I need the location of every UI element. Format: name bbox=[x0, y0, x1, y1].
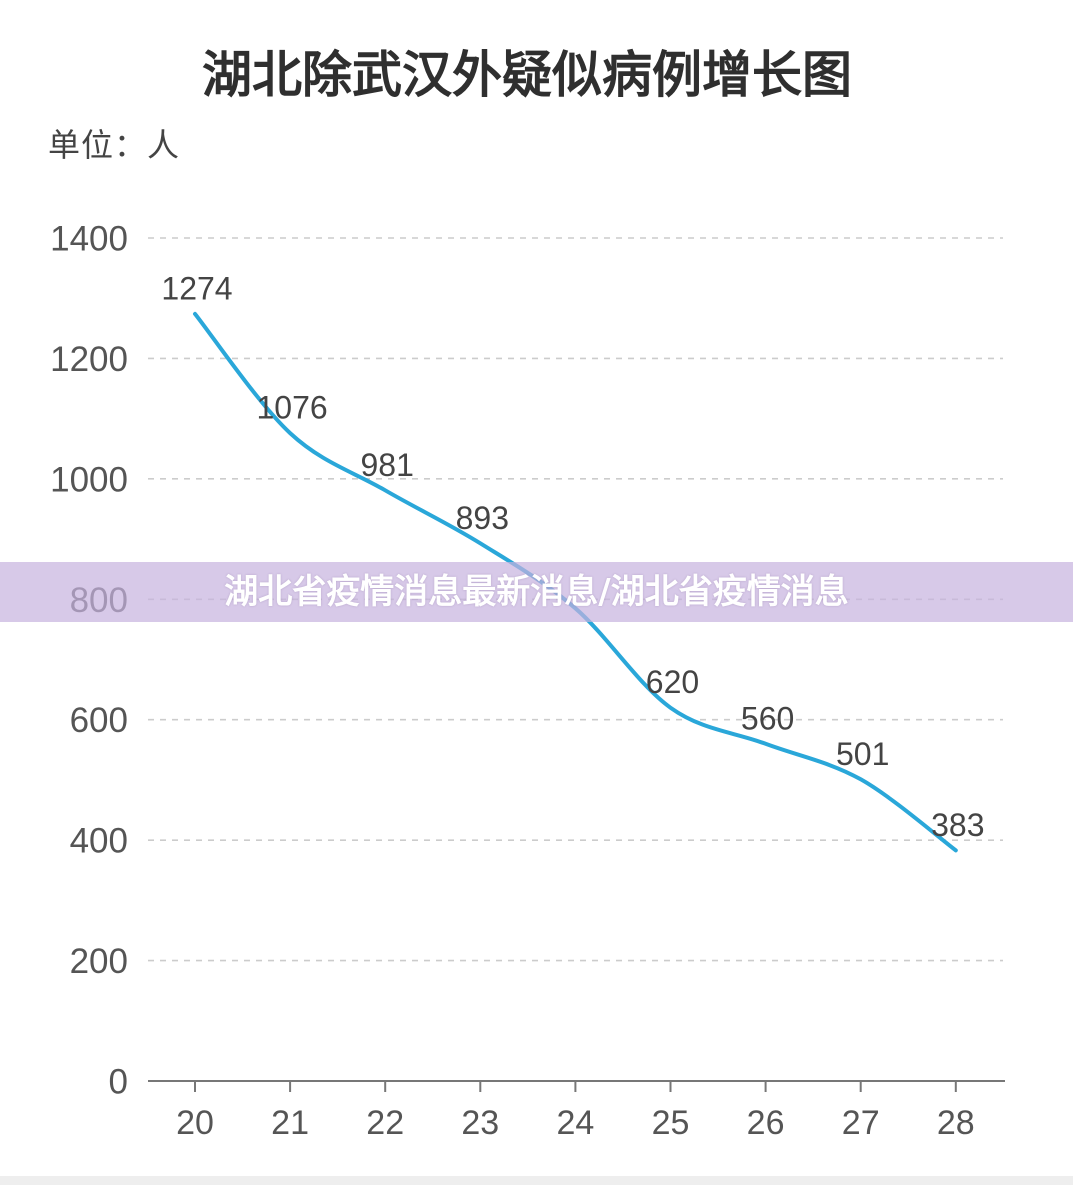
x-axis bbox=[148, 1080, 1005, 1092]
data-label: 560 bbox=[741, 700, 794, 736]
x-tick-label: 20 bbox=[176, 1104, 214, 1142]
data-labels: 1274 1076 981 893 620 560 501 383 bbox=[161, 270, 984, 843]
x-tick-label: 28 bbox=[937, 1104, 975, 1142]
y-tick-label: 1000 bbox=[50, 460, 128, 499]
x-tick-label: 26 bbox=[747, 1104, 785, 1142]
x-tick-label: 24 bbox=[556, 1104, 594, 1142]
data-label: 893 bbox=[456, 500, 509, 536]
x-tick-label: 21 bbox=[271, 1104, 309, 1142]
overlay-banner: 湖北省疫情消息最新消息/湖北省疫情消息 bbox=[0, 562, 1073, 622]
data-label: 383 bbox=[931, 807, 984, 843]
data-label: 981 bbox=[361, 447, 414, 483]
y-tick-label: 1200 bbox=[50, 340, 128, 379]
x-tick-label: 23 bbox=[461, 1104, 499, 1142]
y-tick-label: 400 bbox=[70, 822, 128, 861]
data-label: 1274 bbox=[161, 270, 232, 306]
chart-title: 湖北除武汉外疑似病例增长图 bbox=[202, 46, 852, 104]
x-tick-label: 27 bbox=[842, 1104, 880, 1142]
data-label: 501 bbox=[836, 736, 889, 772]
data-label: 1076 bbox=[257, 390, 328, 426]
y-axis-tick-labels: 0200400600800100012001400 bbox=[50, 220, 128, 1102]
x-tick-label: 25 bbox=[652, 1104, 690, 1142]
y-tick-label: 600 bbox=[70, 701, 128, 740]
x-tick-label: 22 bbox=[366, 1104, 404, 1142]
unit-label: 单位：人 bbox=[48, 126, 181, 164]
data-label: 620 bbox=[646, 664, 699, 700]
y-tick-label: 0 bbox=[109, 1063, 128, 1102]
x-axis-tick-labels: 20 21 22 23 24 25 26 27 28 bbox=[176, 1104, 975, 1142]
y-tick-label: 1400 bbox=[50, 220, 128, 259]
banner-text: 湖北省疫情消息最新消息/湖北省疫情消息 bbox=[224, 572, 849, 612]
y-tick-label: 200 bbox=[70, 942, 128, 981]
bottom-edge bbox=[0, 1176, 1073, 1185]
